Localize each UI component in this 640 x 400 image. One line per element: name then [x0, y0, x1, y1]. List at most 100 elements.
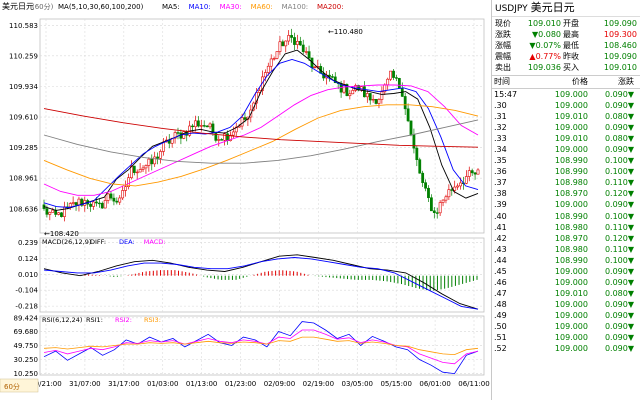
candle-body — [217, 139, 221, 141]
tick-change: 0.110▼ — [604, 222, 634, 232]
candle-body — [453, 186, 457, 191]
candle-body — [464, 176, 468, 184]
quote-value: ▲0.77% — [529, 52, 561, 61]
macd-label-dea: DEA: — [119, 238, 135, 246]
tick-change: 0.090▼ — [604, 266, 634, 276]
tick-time: .51 — [494, 333, 507, 343]
legend-ma10: MA10: — [189, 3, 211, 11]
tick-price: 109.000 — [554, 333, 588, 343]
quote-label: 昨收 — [563, 52, 579, 61]
legend-ma30: MA30: — [220, 3, 242, 11]
tick-time: .34 — [494, 145, 507, 155]
candle-body — [397, 78, 401, 89]
quote-value: ▼0.07% — [529, 41, 561, 50]
candle-body — [211, 123, 215, 134]
candle-body — [301, 44, 305, 52]
quote-value: 109.010 — [603, 63, 637, 72]
candle-body — [196, 120, 200, 127]
candle-body — [129, 165, 133, 179]
candle-body — [406, 108, 410, 122]
candle-body — [226, 133, 229, 142]
candle-body — [395, 77, 398, 79]
price-ytick-label: 109.610 — [9, 114, 38, 122]
candle-body — [409, 120, 413, 136]
candle-body — [208, 123, 212, 128]
period-selector: 60分 — [4, 382, 20, 391]
tick-price: 109.000 — [554, 310, 588, 320]
xtick-label: 02/19:00 — [303, 380, 334, 388]
tick-price: 108.990 — [554, 156, 588, 166]
quote-label: 现价 — [495, 19, 511, 28]
tick-price: 109.000 — [554, 277, 588, 287]
chart-panel: 108.636 108.961 109.285 109.610 109.934 110.2… — [0, 1, 490, 393]
price-ytick-label: 109.285 — [9, 144, 38, 152]
candle-body — [389, 70, 393, 80]
ma-line-0 — [43, 49, 479, 211]
tick-change: 0.090▼ — [604, 200, 634, 210]
tick-price: 108.990 — [554, 211, 588, 221]
xtick-label: 06/11:00 — [458, 380, 489, 388]
tick-price: 109.000 — [554, 123, 588, 133]
candle-body — [194, 120, 197, 128]
table-row: .49 109.000 0.090▼ — [492, 310, 640, 321]
quote-label: 开盘 — [563, 19, 579, 28]
table-row: .46 109.000 0.090▼ — [492, 277, 640, 288]
candle-body — [132, 165, 136, 173]
tick-price: 109.000 — [554, 101, 588, 111]
tick-time: .50 — [494, 321, 507, 331]
tick-change: 0.100▼ — [604, 167, 634, 177]
candle-body — [304, 51, 308, 53]
candle-body — [191, 125, 194, 128]
candle-body — [106, 193, 110, 201]
candle-body — [386, 78, 390, 85]
ma-line-3 — [43, 104, 479, 187]
quote-label: 最高 — [563, 30, 579, 39]
candle-body — [447, 189, 451, 198]
tick-change: 0.090▼ — [604, 277, 634, 287]
candle-body — [266, 65, 270, 73]
table-row: .42 108.970 0.120▼ — [492, 233, 640, 244]
tick-change: 0.120▼ — [604, 189, 634, 199]
tick-change: 0.100▼ — [604, 255, 634, 265]
tick-change: 0.090▼ — [604, 123, 634, 133]
candle-body — [371, 98, 375, 101]
tick-time: .38 — [494, 189, 507, 199]
quote-value: 109.090 — [603, 19, 637, 28]
table-row: .33 109.010 0.080▼ — [492, 133, 640, 144]
tick-price: 109.010 — [554, 288, 588, 298]
table-row: 15:47 109.000 0.090▼ — [492, 89, 640, 100]
tick-change: 0.110▼ — [604, 178, 634, 188]
quote-label: 涨幅 — [495, 41, 511, 50]
candle-body — [220, 139, 224, 141]
tick-change: 0.090▼ — [604, 299, 634, 309]
tick-change: 0.090▼ — [604, 321, 634, 331]
table-row: .38 108.970 0.120▼ — [492, 188, 640, 199]
candle-body — [418, 159, 422, 174]
rsi-ytick-label: 49.750 — [14, 342, 39, 350]
xtick-label: 01/23:00 — [225, 380, 256, 388]
tick-price: 108.970 — [554, 233, 588, 243]
tick-price: 109.000 — [554, 90, 588, 99]
candle-body — [153, 156, 157, 165]
candle-body — [80, 198, 84, 206]
quote-value: 109.036 — [527, 63, 561, 72]
table-row: .30 109.000 0.090▼ — [492, 100, 640, 111]
candle-body — [363, 86, 366, 98]
rsi-title: RSI(6,12,24) — [42, 316, 82, 324]
quote-panel: USDJPY 美元日元 现价 109.010 开盘 109.090 涨跌 ▼0.080 最高 1… — [491, 0, 640, 400]
rsi-label-rsi1: RSI1: — [86, 316, 103, 324]
candle-body — [74, 202, 78, 206]
tick-price: 109.000 — [554, 145, 588, 155]
candle-body — [470, 170, 474, 174]
candle-body — [281, 41, 285, 47]
table-row: .50 109.000 0.090▼ — [492, 321, 640, 332]
legend-period: (60分) — [32, 2, 54, 11]
annotation-low: ←108.420 — [44, 230, 79, 238]
macd-ytick-label: -0.104 — [15, 287, 38, 295]
quote-name: 美元日元 — [530, 1, 575, 14]
quote-value: 109.300 — [603, 30, 637, 39]
tick-change: 0.080▼ — [604, 288, 634, 298]
candle-body — [60, 212, 63, 217]
table-row: .39 109.000 0.090▼ — [492, 199, 640, 210]
ma-line-5 — [43, 108, 479, 148]
